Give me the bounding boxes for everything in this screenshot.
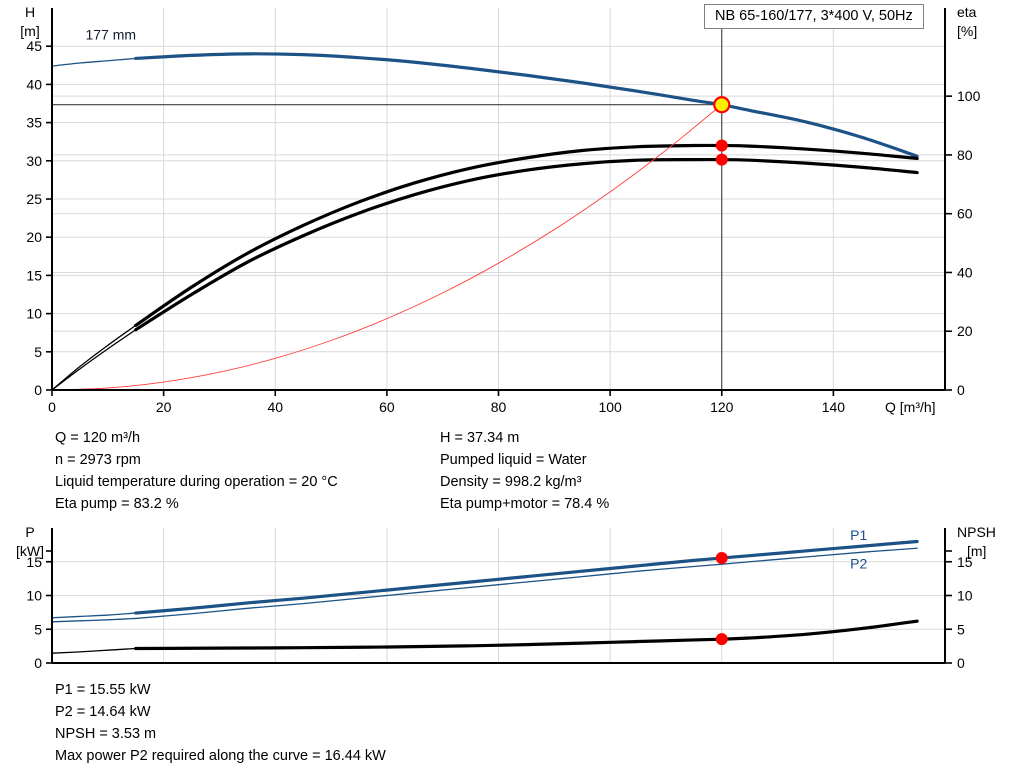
- duty-point-eta-pump-motor[interactable]: [715, 153, 728, 166]
- tick-label-npsh-15: 15: [957, 554, 973, 570]
- curve-h-head-177-mm: [134, 52, 919, 158]
- duty-point-right-block: H = 37.34 m Pumped liquid = Water Density …: [440, 427, 609, 515]
- tick-label-eta-40: 40: [957, 264, 973, 280]
- curve-eta-pump: [134, 143, 919, 327]
- tick-label-npsh-10: 10: [957, 588, 973, 604]
- curve-label-p2: P2: [850, 555, 867, 571]
- tick-label-eta-100: 100: [957, 88, 981, 104]
- tick-label-power-0: 0: [34, 655, 42, 671]
- tick-label-head-15: 15: [26, 267, 42, 283]
- curve-label-p1: P1: [850, 527, 867, 543]
- power-result-line-2: NPSH = 3.53 m: [55, 726, 157, 742]
- tick-label-q-0: 0: [48, 399, 56, 415]
- duty-left-line-3: Eta pump = 83.2 %: [55, 496, 179, 512]
- axis-title-npsh-symbol: NPSH: [957, 524, 996, 540]
- axis-title-npsh-unit: [m]: [967, 543, 986, 559]
- duty-right-line-0: H = 37.34 m: [440, 430, 520, 446]
- power-result-line-0: P1 = 15.55 kW: [55, 682, 151, 698]
- tick-label-head-0: 0: [34, 382, 42, 398]
- tick-label-npsh-5: 5: [957, 621, 965, 637]
- pump-model-title: NB 65-160/177, 3*400 V, 50Hz: [704, 4, 924, 29]
- curve-system-curve: [51, 104, 723, 391]
- tick-label-head-45: 45: [26, 38, 42, 54]
- duty-point-left-block: Q = 120 m³/h n = 2973 rpm Liquid temperatu…: [55, 427, 338, 515]
- tick-label-power-15: 15: [26, 554, 42, 570]
- axis-title-eta-symbol: eta: [957, 4, 977, 20]
- power-result-line-3: Max power P2 required along the curve = …: [55, 748, 386, 764]
- chart1-content: 0 5 10 15 20 25 30 35 40 45 0 20 40 60 80 100 0 20 40 60 80 1…: [20, 4, 980, 415]
- curve-eta-pump-motor-thin-extension: [51, 329, 137, 391]
- tick-label-power-10: 10: [26, 588, 42, 604]
- duty-left-line-1: n = 2973 rpm: [55, 452, 141, 468]
- tick-label-eta-60: 60: [957, 206, 973, 222]
- axis-title-flow: Q [m³/h]: [885, 399, 936, 415]
- head-eta-chart: 0 5 10 15 20 25 30 35 40 45 0 20 40 60 80 100 0 20 40 60 80 1…: [20, 4, 980, 415]
- power-results-block: P1 = 15.55 kW P2 = 14.64 kW NPSH = 3.53 m M…: [55, 679, 386, 767]
- tick-label-q-80: 80: [491, 399, 507, 415]
- tick-label-head-40: 40: [26, 76, 42, 92]
- power-npsh-chart: 0 5 10 15 0 5 10 15 P [kW] NPSH [m] P1 P2: [16, 524, 996, 671]
- tick-label-q-60: 60: [379, 399, 395, 415]
- axis-title-power-unit: [kW]: [16, 543, 44, 559]
- duty-point-p1[interactable]: [715, 552, 728, 565]
- pump-model-title-text: NB 65-160/177, 3*400 V, 50Hz: [715, 8, 913, 24]
- duty-right-line-3: Eta pump+motor = 78.4 %: [440, 496, 610, 512]
- duty-point-npsh[interactable]: [715, 633, 728, 646]
- tick-label-head-35: 35: [26, 115, 42, 131]
- curve-p1: [134, 539, 919, 615]
- curve-npsh-thin-extension: [51, 647, 137, 654]
- curve-p2: [135, 547, 918, 620]
- curve-eta-pump-thin-extension: [51, 324, 137, 391]
- tick-label-eta-0: 0: [957, 382, 965, 398]
- curve-p1-thin-extension: [51, 612, 137, 619]
- duty-right-line-1: Pumped liquid = Water: [440, 452, 587, 468]
- axis-title-head-symbol: H: [25, 4, 35, 20]
- tick-label-q-140: 140: [822, 399, 846, 415]
- impeller-diameter-label: 177 mm: [85, 27, 136, 43]
- curve-eta-pump-motor: [134, 157, 919, 332]
- tick-label-eta-80: 80: [957, 147, 973, 163]
- duty-point-head[interactable]: [713, 96, 731, 114]
- curve-p2-thin-extension: [51, 617, 137, 623]
- duty-left-line-0: Q = 120 m³/h: [55, 430, 141, 446]
- power-result-line-1: P2 = 14.64 kW: [55, 704, 151, 720]
- chart2-content: 0 5 10 15 0 5 10 15 P [kW] NPSH [m] P1 P2: [16, 524, 996, 671]
- tick-label-q-120: 120: [710, 399, 734, 415]
- tick-label-q-100: 100: [598, 399, 622, 415]
- duty-right-line-2: Density = 998.2 kg/m³: [440, 474, 582, 490]
- tick-label-q-20: 20: [156, 399, 172, 415]
- axis-title-power-symbol: P: [25, 524, 34, 540]
- tick-label-head-10: 10: [26, 306, 42, 322]
- duty-left-line-2: Liquid temperature during operation = 20…: [55, 474, 338, 490]
- curve-h-head-thin-extension: [51, 57, 137, 67]
- axis-title-head-unit: [m]: [20, 23, 39, 39]
- tick-label-eta-20: 20: [957, 323, 973, 339]
- tick-label-npsh-0: 0: [957, 655, 965, 671]
- tick-label-head-20: 20: [26, 229, 42, 245]
- duty-point-eta-pump[interactable]: [715, 139, 728, 152]
- tick-label-head-5: 5: [34, 344, 42, 360]
- tick-label-power-5: 5: [34, 621, 42, 637]
- tick-label-head-30: 30: [26, 153, 42, 169]
- curve-npsh: [134, 619, 919, 651]
- tick-label-q-40: 40: [267, 399, 283, 415]
- tick-label-head-25: 25: [26, 191, 42, 207]
- axis-title-eta-unit: [%]: [957, 23, 977, 39]
